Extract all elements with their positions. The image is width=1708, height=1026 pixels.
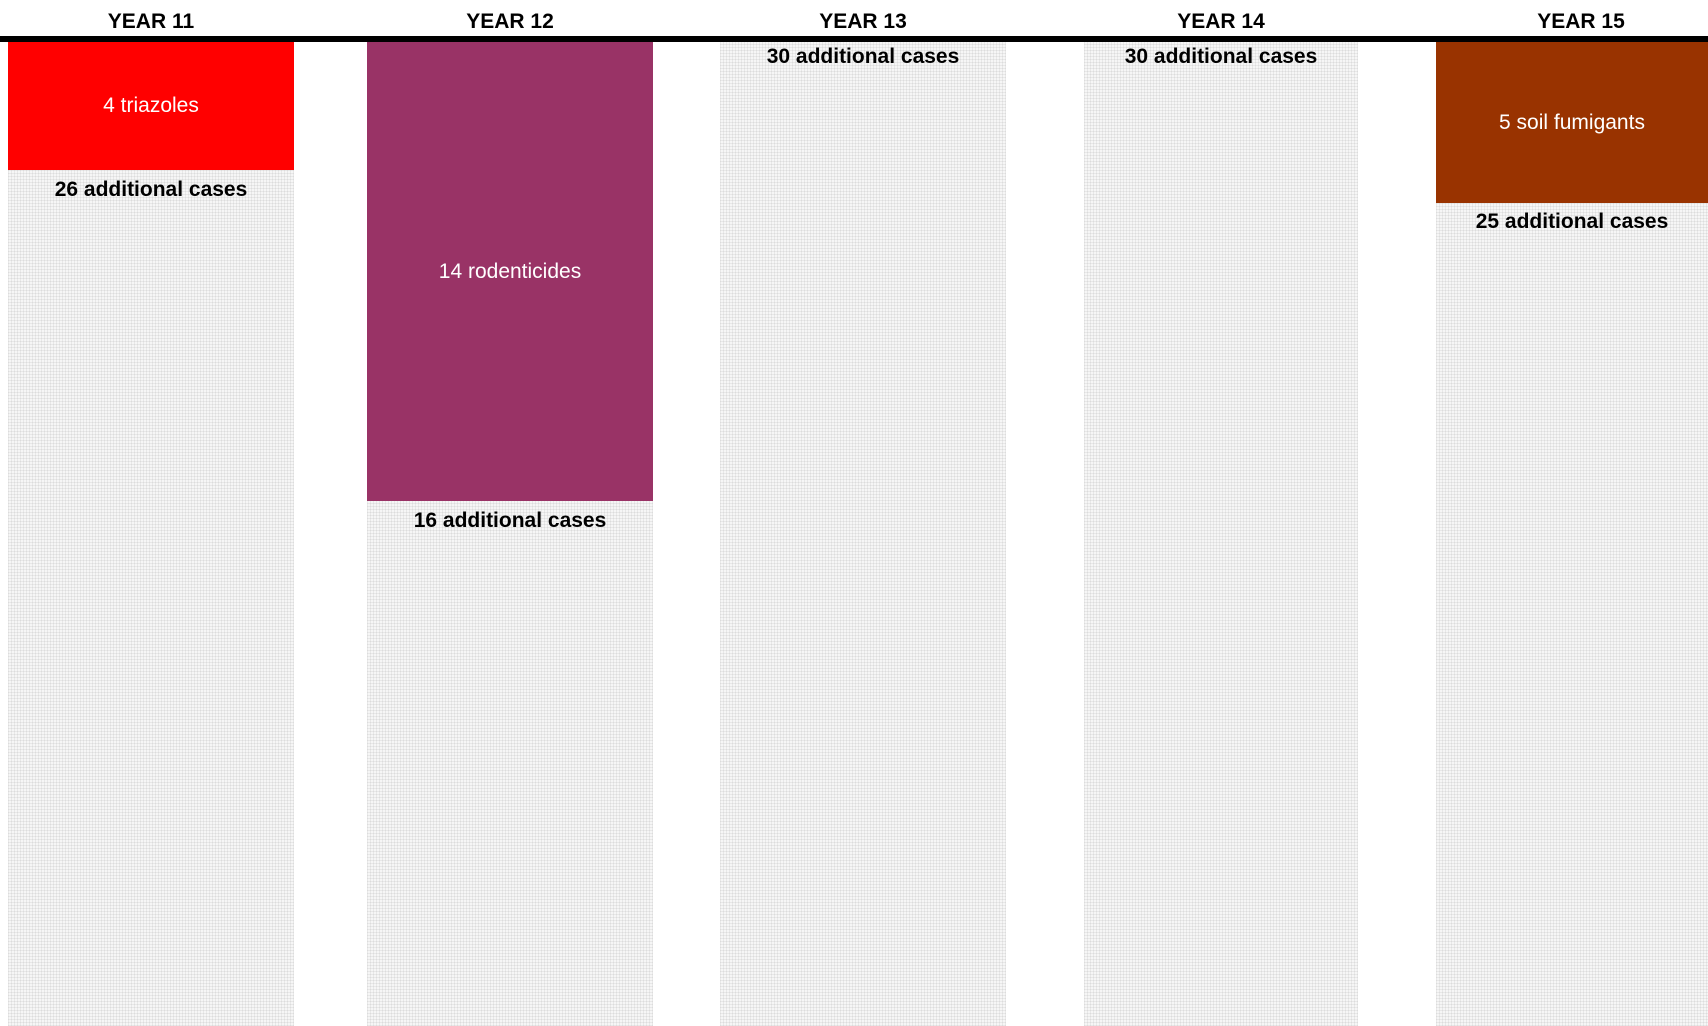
- year-15-label: YEAR 15: [1537, 10, 1625, 33]
- triazoles-label: 4 triazoles: [103, 94, 199, 117]
- soil-fumigants-block: 5 soil fumigants: [1436, 42, 1708, 203]
- soil-fumigants-label: 5 soil fumigants: [1499, 110, 1645, 134]
- year-12-cases-label: 16 additional cases: [413, 509, 607, 532]
- year-12-label: YEAR 12: [466, 10, 554, 33]
- year-14-label: YEAR 14: [1177, 10, 1265, 33]
- year-13-cases-label: 30 additional cases: [766, 45, 960, 68]
- rodenticides-label: 14 rodenticides: [438, 259, 582, 283]
- year-11-column: 4 triazoles 26 additional cases: [8, 42, 294, 1026]
- header-rule: [0, 36, 1708, 42]
- year-14-cases-label: 30 additional cases: [1124, 45, 1318, 68]
- year-11-cases-label: 26 additional cases: [54, 178, 248, 201]
- year-11-label: YEAR 11: [107, 10, 195, 33]
- rodenticides-block: 14 rodenticides: [367, 42, 653, 501]
- triazoles-block: 4 triazoles: [8, 42, 294, 170]
- year-13-column: 30 additional cases: [720, 42, 1006, 1026]
- year-15-cases-label: 25 additional cases: [1475, 210, 1669, 233]
- year-header-row: YEAR 11 YEAR 12 YEAR 13 YEAR 14 YEAR 15: [0, 8, 1708, 36]
- year-12-column: 14 rodenticides 16 additional cases: [367, 42, 653, 1026]
- year-14-column: 30 additional cases: [1084, 42, 1358, 1026]
- year-13-label: YEAR 13: [819, 10, 907, 33]
- year-15-column: 5 soil fumigants 25 additional cases: [1436, 42, 1708, 1026]
